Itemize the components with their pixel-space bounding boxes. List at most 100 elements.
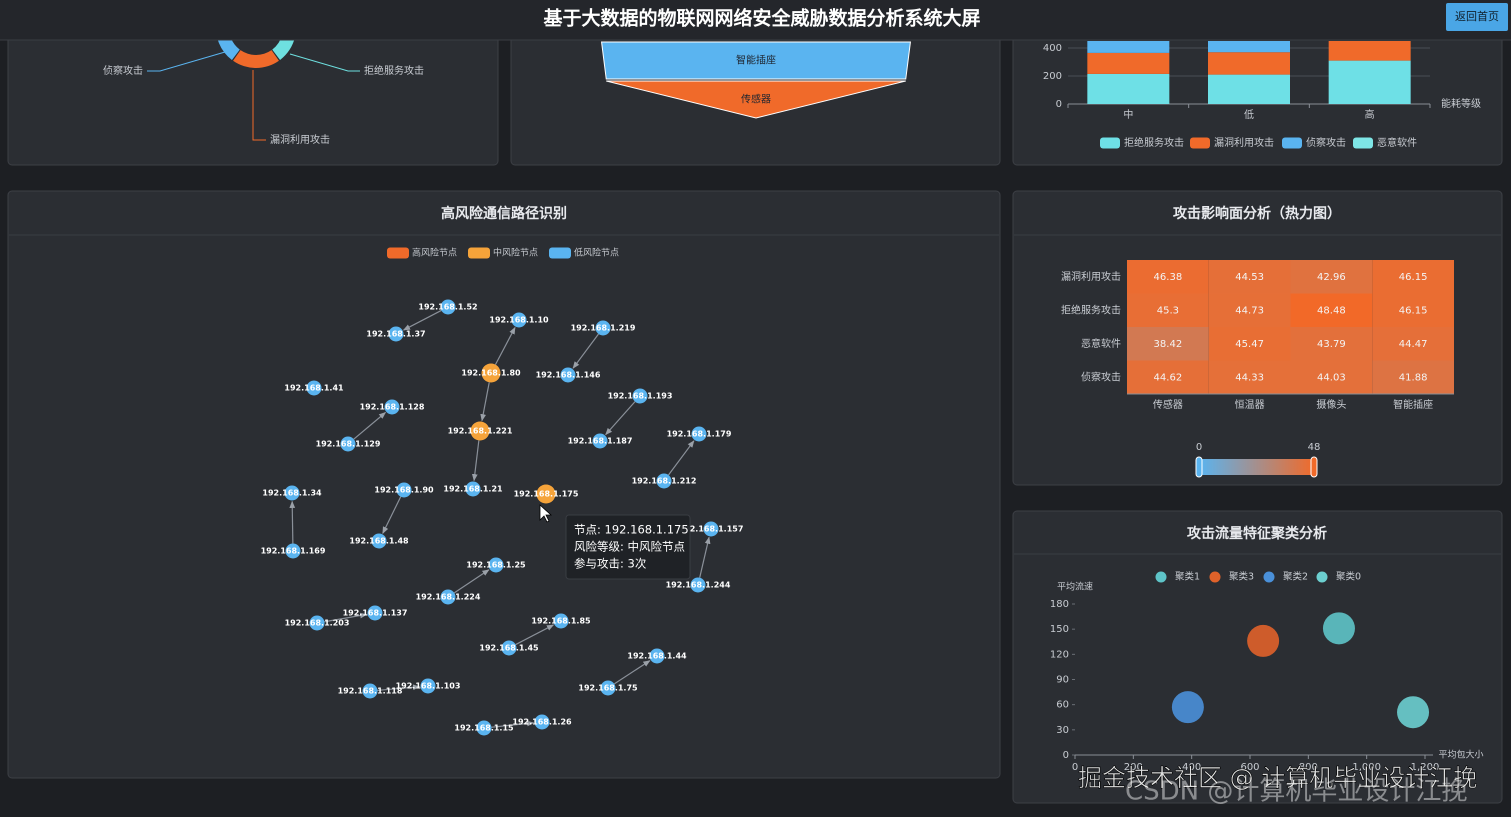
node-label: 192.168.1.103 bbox=[396, 682, 461, 691]
cell-label: 44.62 bbox=[1154, 372, 1183, 383]
bar-segment bbox=[1208, 52, 1290, 75]
node-label: 192.168.1.137 bbox=[343, 609, 408, 618]
edge bbox=[480, 382, 490, 422]
node-label: 192.168.1.244 bbox=[666, 581, 731, 590]
scatter-point bbox=[1247, 624, 1280, 657]
col-label: 传感器 bbox=[1153, 398, 1183, 411]
header-title: 基于大数据的物联网网络安全威胁数据分析系统大屏 bbox=[542, 7, 980, 30]
node bbox=[367, 605, 383, 621]
heat-cell bbox=[1290, 293, 1373, 327]
legend-label: 聚类0 bbox=[1336, 571, 1361, 583]
node bbox=[440, 589, 456, 605]
watermark: 掘金技术社区 @ 计算机毕业设计江挽 bbox=[1078, 764, 1477, 792]
node bbox=[388, 326, 404, 342]
legend-label: 侦察攻击 bbox=[1306, 136, 1346, 149]
node bbox=[440, 299, 456, 315]
node-label: 192.168.1.37 bbox=[366, 330, 425, 339]
legend-swatch bbox=[387, 247, 409, 259]
scatter-point bbox=[1322, 612, 1355, 645]
heat-cell bbox=[1290, 360, 1373, 394]
edge bbox=[572, 333, 600, 369]
node bbox=[511, 312, 527, 328]
y-tick-label: 60 bbox=[1056, 700, 1069, 711]
node bbox=[362, 683, 378, 699]
cell-label: 42.96 bbox=[1317, 272, 1346, 283]
cell-label: 46.15 bbox=[1399, 272, 1428, 283]
col-label: 恒温器 bbox=[1235, 398, 1265, 411]
col-label: 摄像头 bbox=[1316, 398, 1346, 411]
node bbox=[384, 399, 400, 415]
pie-label: 拒绝服务攻击 bbox=[364, 64, 424, 77]
heat-cell bbox=[1127, 360, 1209, 394]
node bbox=[632, 388, 648, 404]
funnel-label: 智能插座 bbox=[736, 54, 776, 67]
node-label: 192.168.1.203 bbox=[285, 619, 350, 628]
legend-label: 聚类2 bbox=[1283, 571, 1308, 583]
legend-swatch bbox=[468, 247, 490, 259]
node bbox=[476, 720, 492, 736]
legend-label: 恶意软件 bbox=[1377, 136, 1417, 149]
node bbox=[690, 577, 706, 593]
heat-cell bbox=[1372, 260, 1454, 294]
heat-cell bbox=[1290, 327, 1373, 361]
node-label: 192.168.1.90 bbox=[374, 486, 434, 495]
funnel-stage bbox=[600, 41, 912, 80]
y-tick-label: 150 bbox=[1050, 624, 1069, 635]
x-tick-label: 600 bbox=[1240, 762, 1259, 773]
x-tick-label: 1,000 bbox=[1352, 762, 1381, 773]
bar-segment bbox=[1328, 41, 1411, 61]
x-tick-label: 高 bbox=[1365, 108, 1375, 121]
row-label: 漏洞利用攻击 bbox=[1061, 270, 1121, 283]
node-label: 192.168.1.193 bbox=[608, 392, 673, 401]
pie-label: 侦察攻击 bbox=[103, 64, 143, 77]
cell-label: 46.38 bbox=[1154, 272, 1183, 283]
y-tick-label: 200 bbox=[1043, 71, 1062, 82]
legend-swatch bbox=[549, 247, 571, 259]
node bbox=[560, 367, 576, 383]
cell-label: 48.48 bbox=[1317, 305, 1346, 316]
node bbox=[691, 426, 707, 442]
y-tick-label: 0 bbox=[1063, 750, 1069, 761]
node bbox=[501, 640, 517, 656]
leader-line bbox=[147, 51, 226, 72]
row-label: 恶意软件 bbox=[1081, 337, 1121, 350]
header-bar bbox=[0, 0, 1511, 40]
node bbox=[371, 533, 387, 549]
node-label: 192.168.1.15 bbox=[454, 724, 514, 733]
x-tick-label: 200 bbox=[1124, 762, 1143, 773]
cell-label: 44.53 bbox=[1235, 272, 1264, 283]
y-tick-label: 30 bbox=[1056, 725, 1069, 736]
heat-cell bbox=[1127, 293, 1209, 327]
x-axis-label: 能耗等级 bbox=[1441, 97, 1481, 110]
edge bbox=[377, 684, 421, 691]
bar-segment bbox=[1087, 73, 1170, 104]
node-label: 192.168.1.75 bbox=[578, 684, 638, 693]
node bbox=[553, 613, 569, 629]
pie-label: 漏洞利用攻击 bbox=[270, 133, 330, 146]
legend-label: 聚类3 bbox=[1229, 571, 1254, 583]
node-label: 192.168.1.157 bbox=[679, 525, 744, 534]
edge bbox=[324, 612, 368, 623]
visual-map-handle bbox=[1310, 456, 1318, 478]
node-label: 192.168.1.221 bbox=[448, 427, 513, 436]
panel-title: 攻击流量特征聚类分析 bbox=[1187, 525, 1327, 542]
heat-cell bbox=[1372, 327, 1454, 361]
node-label: 192.168.1.34 bbox=[262, 489, 322, 498]
back-button-label[interactable]: 返回首页 bbox=[1455, 9, 1499, 23]
bar-segment bbox=[1208, 41, 1290, 53]
node bbox=[465, 481, 481, 497]
funnel-label: 传感器 bbox=[741, 93, 771, 106]
cell-label: 44.03 bbox=[1317, 372, 1346, 383]
y-tick-label: 180 bbox=[1050, 599, 1069, 610]
legend-swatch bbox=[1353, 137, 1373, 149]
node bbox=[420, 678, 436, 694]
edge bbox=[453, 569, 490, 594]
back-button[interactable] bbox=[1446, 3, 1508, 31]
node bbox=[309, 615, 325, 631]
edge bbox=[494, 326, 516, 365]
x-tick-label: 0 bbox=[1072, 762, 1078, 773]
edge bbox=[402, 309, 442, 331]
